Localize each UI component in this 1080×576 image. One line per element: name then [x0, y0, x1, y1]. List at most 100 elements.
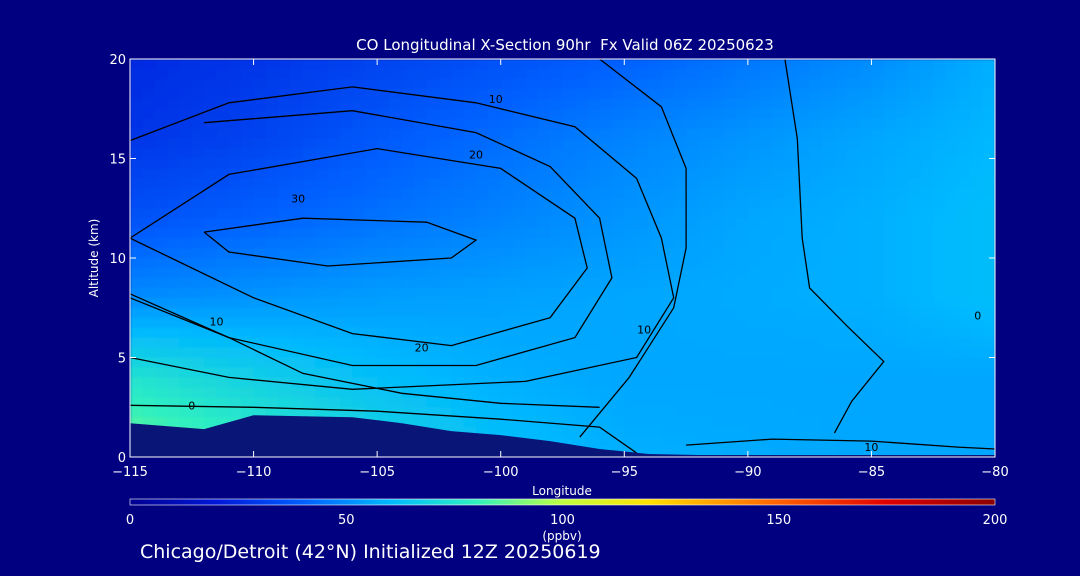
field-cell: [562, 98, 576, 110]
field-cell: [377, 148, 391, 160]
field-cell: [982, 397, 995, 409]
field-cell: [723, 228, 737, 239]
field-cell: [599, 138, 613, 150]
field-cell: [822, 307, 836, 319]
field-cell: [253, 377, 267, 389]
field-cell: [649, 327, 663, 339]
field-cell: [513, 427, 527, 438]
field-cell: [537, 198, 551, 210]
field-cell: [896, 128, 910, 140]
field-cell: [352, 248, 366, 259]
field-cell: [389, 228, 403, 239]
field-cell: [686, 427, 700, 438]
field-cell: [686, 88, 700, 100]
field-cell: [896, 208, 910, 219]
field-cell: [636, 118, 650, 130]
field-cell: [389, 198, 403, 210]
field-cell: [389, 377, 403, 389]
field-cell: [747, 59, 762, 70]
contour-line: [686, 438, 995, 450]
field-cell: [340, 238, 354, 249]
field-cell: [179, 347, 193, 359]
field-cell: [698, 447, 712, 457]
field-cell: [500, 367, 514, 379]
field-cell: [908, 287, 922, 299]
field-cell: [389, 78, 403, 90]
field-cell: [364, 317, 378, 329]
field-cell: [649, 367, 663, 379]
field-cell: [377, 258, 391, 269]
field-cell: [599, 267, 613, 279]
field-cell: [130, 78, 144, 90]
field-cell: [933, 248, 947, 259]
field-cell: [377, 59, 391, 70]
field-cell: [772, 307, 786, 319]
field-cell: [191, 347, 205, 359]
field-cell: [537, 287, 551, 299]
x-tick-label: −115: [112, 465, 148, 480]
field-cell: [228, 78, 243, 90]
field-cell: [550, 158, 564, 170]
field-cell: [649, 78, 663, 90]
field-cell: [142, 59, 156, 70]
field-cell: [636, 78, 650, 90]
field-cell: [698, 68, 712, 80]
field-cell: [228, 59, 243, 70]
field-cell: [846, 397, 860, 409]
field-cell: [352, 98, 366, 110]
field-cell: [760, 447, 774, 457]
field-cell: [933, 367, 947, 379]
field-cell: [513, 168, 527, 180]
field-cell: [265, 178, 280, 190]
field-cell: [290, 198, 304, 210]
field-cell: [982, 437, 995, 448]
field-cell: [871, 78, 885, 90]
field-cell: [735, 347, 749, 359]
field-cell: [426, 78, 440, 90]
field-cell: [747, 357, 762, 369]
field-cell: [513, 108, 527, 120]
field-cell: [698, 407, 712, 418]
field-cell: [599, 188, 613, 200]
field-cell: [389, 158, 403, 170]
field-cell: [982, 178, 995, 190]
field-cell: [797, 267, 811, 279]
field-cell: [772, 118, 786, 130]
field-cell: [661, 248, 675, 259]
field-cell: [859, 297, 873, 309]
field-cell: [438, 208, 453, 219]
field-cell: [253, 198, 267, 210]
field-cell: [451, 297, 465, 309]
field-cell: [142, 118, 156, 130]
field-cell: [784, 208, 799, 219]
field-cell: [228, 267, 243, 279]
field-cell: [550, 238, 564, 249]
field-cell: [636, 267, 650, 279]
field-cell: [525, 287, 539, 299]
colorbar-tick-label: 100: [550, 513, 575, 528]
field-cell: [278, 138, 292, 150]
field-cell: [340, 78, 354, 90]
field-cell: [686, 347, 700, 359]
field-cell: [611, 287, 626, 299]
field-cell: [686, 168, 700, 180]
field-cell: [908, 208, 922, 219]
field-cell: [784, 417, 799, 428]
field-cell: [364, 287, 378, 299]
field-cell: [896, 108, 910, 120]
field-cell: [710, 168, 724, 180]
field-cell: [191, 218, 205, 229]
field-cell: [327, 148, 341, 160]
field-cell: [822, 208, 836, 219]
field-cell: [550, 277, 564, 289]
field-cell: [883, 98, 897, 110]
field-cell: [747, 258, 762, 269]
field-cell: [661, 218, 675, 229]
field-cell: [846, 417, 860, 428]
field-cell: [957, 347, 972, 359]
field-cell: [216, 228, 230, 239]
field-cell: [216, 317, 230, 329]
field-cell: [401, 208, 416, 219]
field-cell: [599, 307, 613, 319]
field-cell: [241, 347, 255, 359]
